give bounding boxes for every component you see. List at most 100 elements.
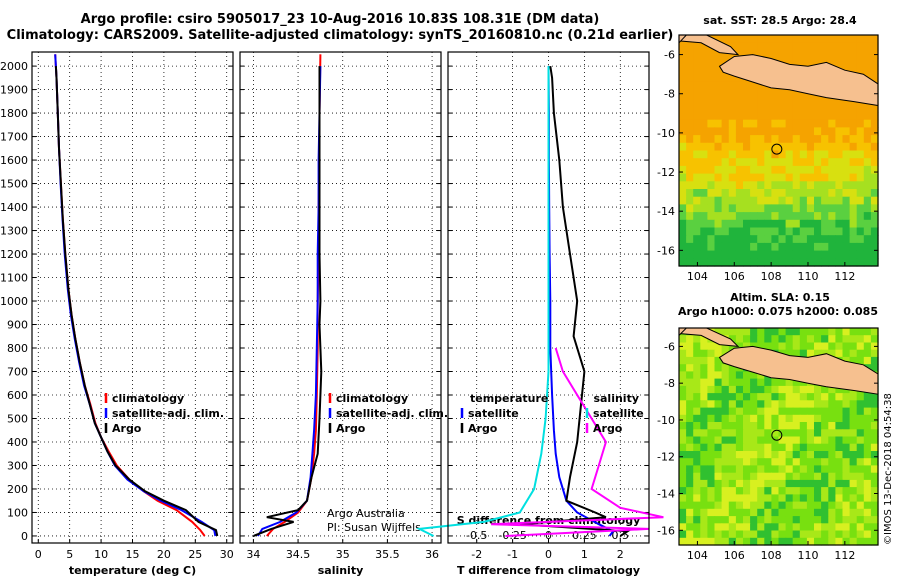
sst-map-cell (842, 181, 851, 190)
sla-map-cell (686, 407, 694, 416)
sst-map-cell (870, 181, 879, 190)
sla-map-cell (693, 342, 701, 351)
sst-map-cell (679, 196, 687, 205)
sla-map-cell (814, 443, 822, 452)
sst-map-cell (849, 50, 858, 59)
sst-map-cell (842, 42, 851, 51)
sst-map-cell (835, 227, 844, 236)
sla-map-cell (728, 400, 737, 409)
sla-map-cell (679, 349, 687, 358)
sla-map-cell (814, 516, 822, 524)
x-tick-label: -1 (507, 548, 518, 561)
depth-tick-label: 800 (7, 342, 28, 355)
sst-map-cell (764, 189, 772, 198)
sla-map-cell (806, 501, 815, 510)
sst-map-cell (750, 104, 758, 113)
sst-map-cell (856, 112, 865, 121)
sst-map-cell (721, 112, 730, 121)
x-axis-label: salinity (318, 564, 364, 577)
sla-map-cell (693, 356, 701, 365)
x-tick-label: 0 (35, 548, 42, 561)
sst-map-cell (799, 50, 808, 59)
sst-map-cell (842, 65, 851, 75)
sla-map-cell (757, 523, 765, 532)
sst-map-cell (842, 150, 851, 159)
sla-map-cell (714, 501, 723, 510)
sla-map-cell (757, 436, 765, 445)
sla-map-cell (863, 523, 872, 532)
sst-map-cell (743, 104, 751, 113)
sla-map-cell (870, 479, 879, 488)
sst-map-cell (863, 235, 872, 244)
sst-map-cell (792, 58, 801, 67)
sla-map-cell (842, 508, 851, 517)
sst-map-cell (757, 88, 765, 98)
depth-tick-label: 1900 (0, 84, 28, 97)
sla-map-cell (835, 523, 844, 532)
sla-map-cell (856, 422, 865, 430)
sla-map-cell (814, 436, 822, 445)
sla-map-cell (757, 479, 765, 488)
sla-map-cell (835, 422, 844, 430)
sst-map-cell (757, 242, 765, 252)
sla-map-cell (728, 537, 737, 546)
sst-map-cell (771, 104, 780, 113)
sst-map-cell (778, 242, 787, 252)
sst-map-cell (792, 35, 801, 44)
sst-map-cell (686, 88, 694, 98)
sst-map-cell (743, 42, 751, 51)
sst-map-cell (785, 35, 794, 44)
sst-map-cell (693, 104, 701, 113)
sla-map-cell (714, 364, 723, 372)
sst-map-cell (814, 112, 822, 121)
sla-map-cell (764, 436, 772, 445)
sla-map-cell (693, 487, 701, 495)
sst-map-cell (707, 142, 716, 152)
sst-map-cell (693, 50, 701, 59)
sla-map-cell (728, 335, 737, 343)
sst-map-cell (792, 104, 801, 113)
sla-map-cell (835, 342, 844, 351)
sla-map-cell (771, 465, 780, 474)
sla-map-cell (750, 335, 758, 343)
sla-map-cell (707, 465, 716, 474)
sla-map-cell (842, 356, 851, 365)
sla-map-cell (799, 342, 808, 351)
sla-map-cell (842, 451, 851, 459)
sla-map-cell (714, 458, 723, 466)
sla-map-cell (735, 465, 744, 474)
sst-map-cell (721, 88, 730, 98)
sst-map-cell (707, 212, 716, 221)
sla-map-cell (700, 429, 708, 438)
sla-map-cell (849, 436, 858, 445)
sst-map-cell (821, 189, 829, 198)
sla-map-cell (728, 342, 737, 351)
sla-map-cell (771, 458, 780, 466)
sla-map-cell (814, 385, 822, 394)
sla-map-cell (814, 400, 822, 409)
sla-map-cell (771, 451, 780, 459)
sla-map-cell (856, 516, 865, 524)
sst-map-cell (785, 258, 794, 267)
sla-map-cell (785, 436, 794, 445)
sla-map-cell (714, 443, 723, 452)
sst-map-cell (821, 42, 829, 51)
sst-map-cell (835, 119, 844, 128)
sla-map-cell (842, 443, 851, 452)
diff-legend-left-1-label: Argo (468, 422, 498, 435)
sla-map-cell (828, 422, 836, 430)
sst-map-cell (721, 258, 730, 267)
sla-map-cell (842, 537, 851, 546)
sst-map-cell (771, 50, 780, 59)
sst-map-cell (778, 204, 787, 213)
sla-map-cell (863, 342, 872, 351)
sla-map-frame (678, 327, 879, 546)
sst-map-cell (821, 181, 829, 190)
sla-map-cell (806, 400, 815, 409)
sst-map-cell (679, 42, 687, 51)
sla-map-cell (785, 400, 794, 409)
sst-map-cell (700, 227, 708, 236)
sst-map-cell (714, 58, 723, 67)
sst-map-cell (764, 250, 772, 259)
sla-map-cell (686, 516, 694, 524)
